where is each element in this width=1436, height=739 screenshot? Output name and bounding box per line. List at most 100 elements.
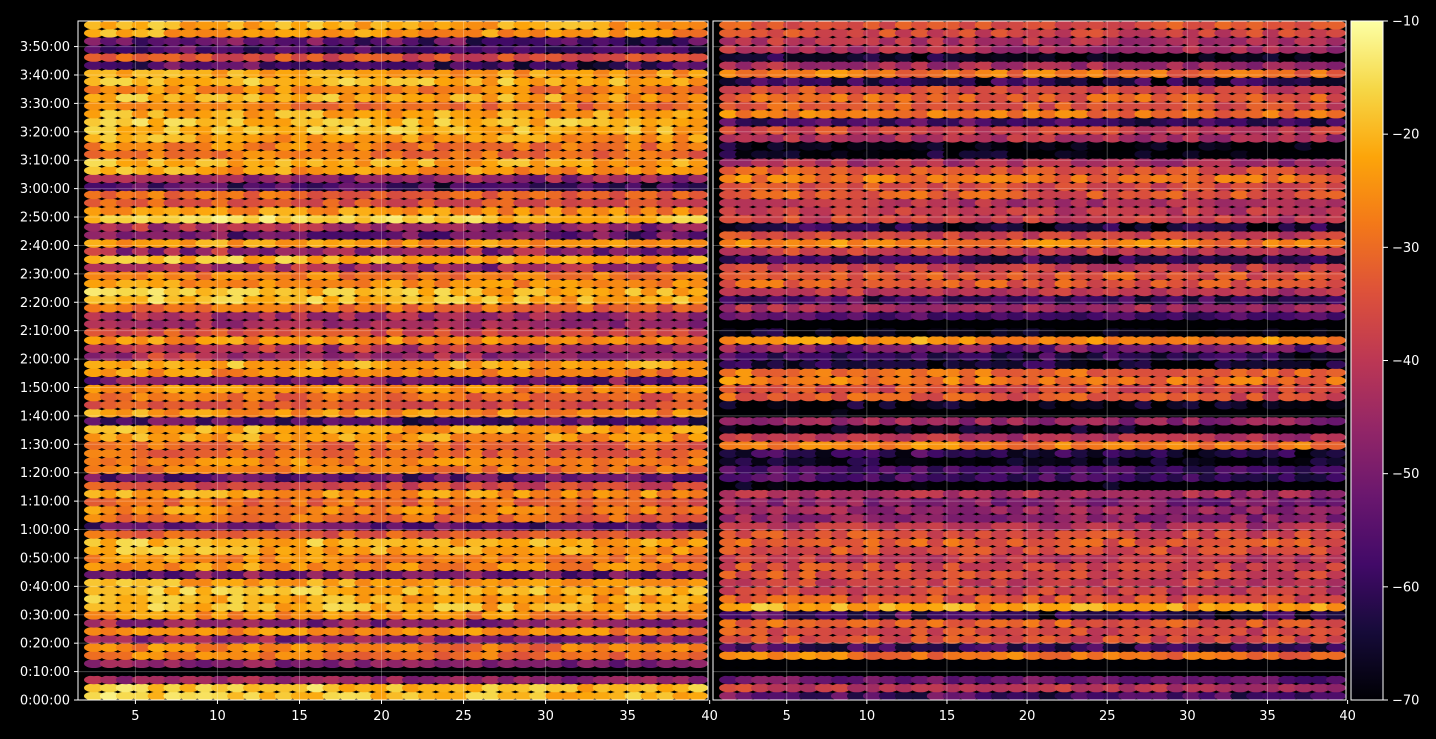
heat-cell xyxy=(497,449,518,458)
heat-cell xyxy=(624,618,645,628)
heat-cell xyxy=(370,675,390,685)
heat-cell xyxy=(592,683,613,693)
heat-cell xyxy=(258,521,279,531)
heat-cell xyxy=(179,643,200,652)
heat-cell xyxy=(354,408,375,418)
heat-cell xyxy=(688,659,708,668)
heat-cell xyxy=(592,400,613,410)
heat-cell xyxy=(672,513,693,523)
heat-cell xyxy=(338,626,359,636)
heat-cell xyxy=(131,618,152,628)
heat-cell xyxy=(592,505,613,515)
heat-cell xyxy=(322,602,343,612)
heat-cell xyxy=(592,586,613,596)
heat-cell xyxy=(211,513,232,523)
heat-cell xyxy=(163,449,184,458)
heat-cell xyxy=(131,481,152,491)
heat-cell xyxy=(227,643,247,652)
heat-cell xyxy=(481,570,502,580)
heat-cell xyxy=(545,424,565,434)
heat-cell xyxy=(624,691,645,701)
heat-cell xyxy=(354,570,375,580)
heat-cell xyxy=(449,497,470,507)
heat-cell xyxy=(370,481,390,491)
heat-cell xyxy=(147,392,168,402)
heat-cell xyxy=(243,392,263,402)
heat-cell xyxy=(163,659,184,668)
heat-cell xyxy=(99,489,120,499)
heat-cell xyxy=(322,626,343,636)
heat-cell xyxy=(163,586,184,596)
heat-cell xyxy=(115,408,136,418)
heat-cell xyxy=(561,408,581,418)
heat-cell xyxy=(274,538,295,547)
heat-cell xyxy=(131,408,152,418)
heat-cell xyxy=(513,651,534,660)
heat-cell xyxy=(274,505,295,515)
heat-cell xyxy=(608,408,629,418)
heat-cell xyxy=(656,424,677,434)
heat-cell xyxy=(688,392,708,402)
heat-cell xyxy=(290,521,311,531)
heat-cell xyxy=(354,594,375,604)
heat-cell xyxy=(163,570,184,580)
heat-cell xyxy=(306,473,327,483)
heat-cell xyxy=(258,529,279,539)
heat-cell xyxy=(433,635,454,644)
heat-cell xyxy=(211,416,232,426)
heat-cell xyxy=(147,489,168,499)
heat-cell xyxy=(1326,513,1346,523)
heat-cell xyxy=(131,586,152,596)
heat-cell xyxy=(306,529,327,539)
heat-cell xyxy=(545,416,565,426)
heat-cell xyxy=(576,489,597,499)
heat-cell xyxy=(227,441,247,450)
heat-cell xyxy=(258,562,279,571)
heat-cell xyxy=(322,538,343,547)
heat-cell xyxy=(227,505,247,515)
heat-cell xyxy=(608,626,629,636)
heat-cell xyxy=(545,465,565,474)
heat-cell xyxy=(147,408,168,418)
heat-cell xyxy=(1326,424,1346,434)
heat-cell xyxy=(147,400,168,410)
heat-cell xyxy=(290,570,311,580)
heat-cell xyxy=(84,643,104,652)
heat-cell xyxy=(402,521,422,531)
heat-cell xyxy=(529,392,549,402)
heat-cell xyxy=(449,618,470,628)
heat-cell xyxy=(84,586,104,596)
heat-cell xyxy=(481,546,502,555)
heat-cell xyxy=(211,594,232,604)
heat-cell xyxy=(227,408,247,418)
heat-cell xyxy=(449,635,470,644)
heat-cell xyxy=(608,675,629,685)
heat-cell xyxy=(529,449,549,458)
heat-cell xyxy=(179,667,200,677)
heat-cell xyxy=(386,489,406,499)
plot-area xyxy=(78,20,1346,701)
heat-cell xyxy=(290,602,311,612)
heat-cell xyxy=(417,554,438,563)
heat-cell xyxy=(386,578,406,588)
heat-cell xyxy=(115,473,136,483)
heat-cell xyxy=(465,546,486,555)
heat-cell xyxy=(163,667,184,677)
heat-cell xyxy=(513,513,534,523)
heat-cell xyxy=(624,651,645,660)
heat-cell xyxy=(211,521,232,531)
heat-cell xyxy=(449,626,470,636)
heat-cell xyxy=(688,352,708,361)
heat-cell xyxy=(179,659,200,668)
heat-cell xyxy=(179,384,200,394)
heat-cell xyxy=(449,578,470,588)
heat-cell xyxy=(688,546,708,555)
heat-cell xyxy=(147,521,168,531)
heat-cell xyxy=(179,626,200,636)
heat-cell xyxy=(163,635,184,644)
heat-cell xyxy=(513,562,534,571)
heat-cell xyxy=(640,651,661,660)
heat-cell xyxy=(433,570,454,580)
heat-cell xyxy=(131,683,152,693)
heat-cell xyxy=(688,562,708,571)
